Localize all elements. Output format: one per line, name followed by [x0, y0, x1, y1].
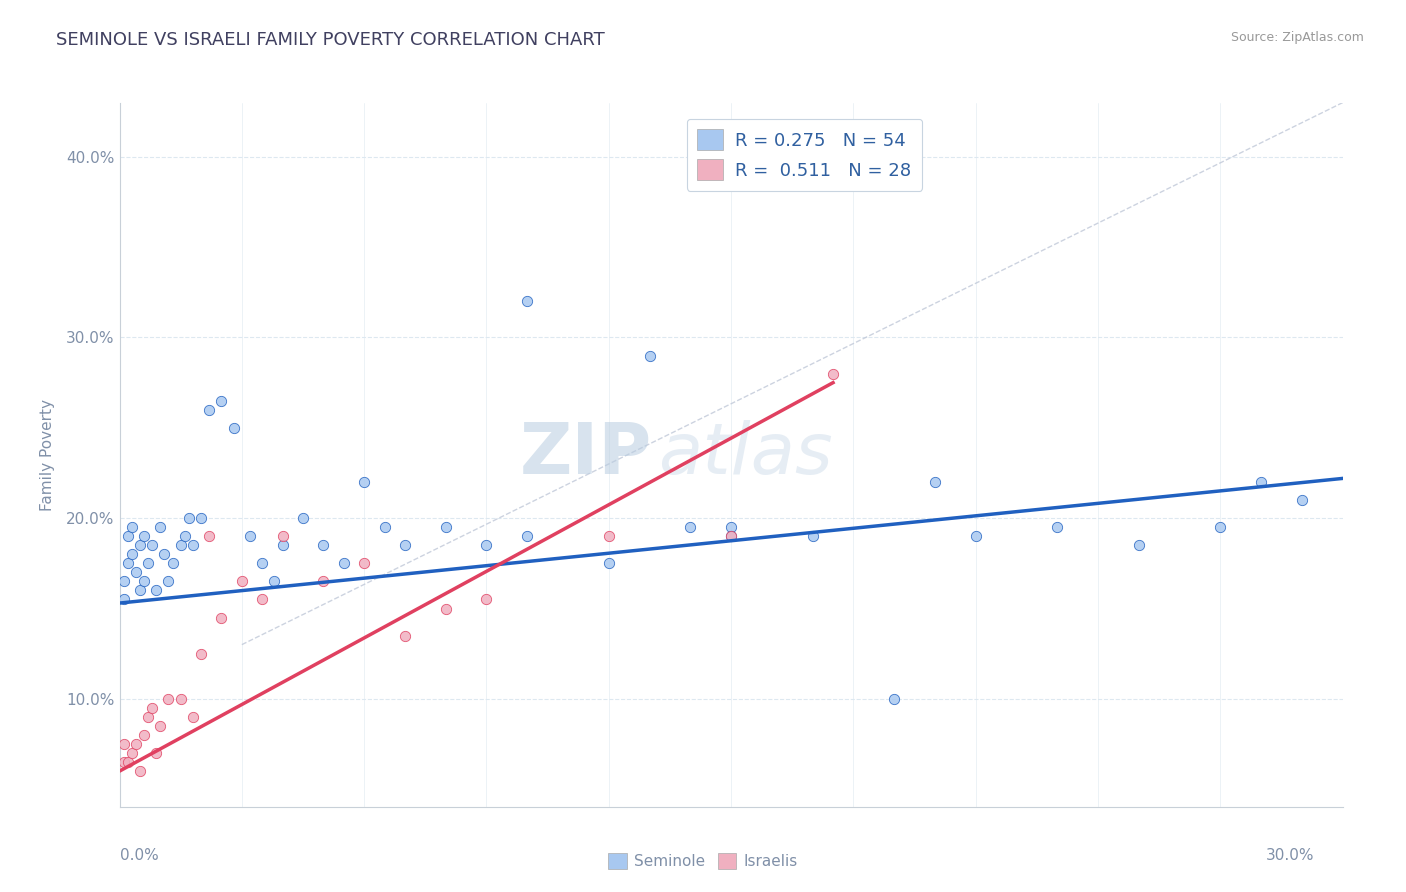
- Point: [222, 421, 245, 435]
- Point: [136, 557, 159, 571]
- Point: [1209, 520, 1232, 534]
- Point: [190, 647, 212, 661]
- Point: [211, 610, 233, 624]
- Point: [129, 583, 152, 598]
- Point: [312, 538, 335, 552]
- Point: [198, 402, 221, 417]
- Point: [117, 755, 139, 769]
- Point: [136, 710, 159, 724]
- Point: [353, 475, 375, 489]
- Point: [198, 529, 221, 543]
- Point: [720, 529, 742, 543]
- Point: [162, 557, 184, 571]
- Point: [112, 755, 135, 769]
- Text: SEMINOLE VS ISRAELI FAMILY POVERTY CORRELATION CHART: SEMINOLE VS ISRAELI FAMILY POVERTY CORRE…: [56, 31, 605, 49]
- Point: [125, 566, 148, 580]
- Text: 30.0%: 30.0%: [1267, 848, 1315, 863]
- Point: [121, 547, 143, 561]
- Point: [117, 557, 139, 571]
- Point: [434, 601, 457, 615]
- Point: [965, 529, 987, 543]
- Point: [211, 393, 233, 408]
- Point: [250, 592, 273, 607]
- Point: [394, 538, 416, 552]
- Point: [181, 538, 204, 552]
- Point: [169, 691, 191, 706]
- Legend: R = 0.275   N = 54, R =  0.511   N = 28: R = 0.275 N = 54, R = 0.511 N = 28: [686, 119, 922, 191]
- Point: [149, 719, 172, 733]
- Point: [181, 710, 204, 724]
- Point: [141, 701, 163, 715]
- Point: [271, 529, 294, 543]
- Point: [1250, 475, 1272, 489]
- Point: [353, 557, 375, 571]
- Point: [720, 529, 742, 543]
- Point: [177, 511, 200, 525]
- Point: [801, 529, 824, 543]
- Point: [394, 629, 416, 643]
- Point: [516, 294, 538, 309]
- Point: [112, 592, 135, 607]
- Text: 0.0%: 0.0%: [120, 848, 159, 863]
- Point: [132, 728, 155, 742]
- Point: [1128, 538, 1150, 552]
- Text: ZIP: ZIP: [519, 420, 651, 490]
- Point: [231, 574, 253, 589]
- Point: [924, 475, 946, 489]
- Point: [250, 557, 273, 571]
- Point: [190, 511, 212, 525]
- Point: [312, 574, 335, 589]
- Point: [638, 349, 661, 363]
- Point: [141, 538, 163, 552]
- Point: [720, 520, 742, 534]
- Point: [475, 538, 498, 552]
- Point: [132, 529, 155, 543]
- Point: [475, 592, 498, 607]
- Point: [145, 746, 167, 760]
- Point: [149, 520, 172, 534]
- Point: [121, 520, 143, 534]
- Point: [173, 529, 195, 543]
- Point: [434, 520, 457, 534]
- Point: [125, 737, 148, 751]
- Point: [129, 538, 152, 552]
- Point: [821, 367, 844, 381]
- Point: [679, 520, 702, 534]
- Text: atlas: atlas: [658, 420, 832, 490]
- Text: Source: ZipAtlas.com: Source: ZipAtlas.com: [1230, 31, 1364, 45]
- Point: [271, 538, 294, 552]
- Point: [292, 511, 315, 525]
- Point: [169, 538, 191, 552]
- Point: [374, 520, 396, 534]
- Point: [1046, 520, 1069, 534]
- Y-axis label: Family Poverty: Family Poverty: [39, 399, 55, 511]
- Point: [157, 574, 180, 589]
- Point: [129, 764, 152, 778]
- Point: [117, 529, 139, 543]
- Point: [1291, 493, 1313, 508]
- Point: [112, 737, 135, 751]
- Point: [112, 574, 135, 589]
- Legend: Seminole, Israelis: Seminole, Israelis: [602, 847, 804, 875]
- Point: [145, 583, 167, 598]
- Point: [153, 547, 176, 561]
- Point: [516, 529, 538, 543]
- Point: [239, 529, 262, 543]
- Point: [157, 691, 180, 706]
- Point: [263, 574, 285, 589]
- Point: [883, 691, 905, 706]
- Point: [132, 574, 155, 589]
- Point: [332, 557, 354, 571]
- Point: [598, 557, 620, 571]
- Point: [598, 529, 620, 543]
- Point: [121, 746, 143, 760]
